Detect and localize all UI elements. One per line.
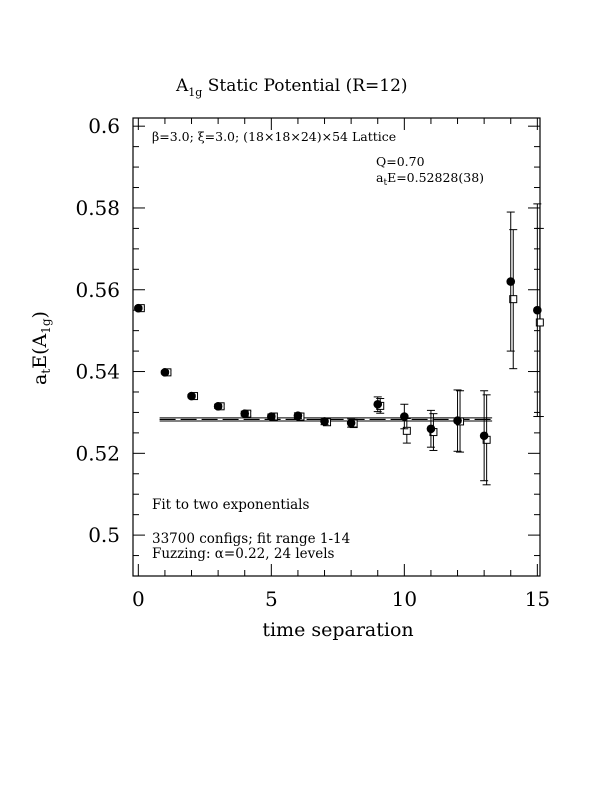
lattice-annotation: β=3.0; ξ=3.0; (18×18×24)×54 Lattice xyxy=(152,129,396,144)
y-tick-label: 0.6 xyxy=(88,114,120,138)
data-point-circle xyxy=(293,411,303,421)
data-point-circle xyxy=(453,416,462,425)
data-point-circle xyxy=(426,424,436,434)
y-axis-label: atE(A1g) xyxy=(29,311,53,385)
data-point-circle xyxy=(479,431,489,441)
data-point-circle xyxy=(240,409,250,418)
data-point-circle xyxy=(320,417,329,426)
x-tick-label: 0 xyxy=(132,587,145,611)
data-point-square xyxy=(535,318,544,327)
data-point-circle xyxy=(346,418,356,428)
q-value-annotation: Q=0.70 xyxy=(376,154,425,169)
x-tick-label: 5 xyxy=(265,587,278,611)
x-axis-label: time separation xyxy=(262,619,413,641)
series-open-squares xyxy=(136,227,544,486)
data-point-circle xyxy=(506,277,516,286)
data-point-circle xyxy=(160,368,170,377)
y-tick-label: 0.54 xyxy=(75,360,120,384)
energy-annotation: atE=0.52828(38) xyxy=(376,170,484,188)
data-point-circle xyxy=(187,391,196,401)
y-tick-label: 0.5 xyxy=(88,523,120,547)
series-filled-circles xyxy=(134,203,542,482)
configs-annotation: 33700 configs; fit range 1-14 xyxy=(152,531,350,547)
data-point-circle xyxy=(267,412,276,421)
chart-title: A1g Static Potential (R=12) xyxy=(175,76,408,99)
data-point-circle xyxy=(533,305,542,315)
data-point-circle xyxy=(400,412,409,421)
x-tick-label: 10 xyxy=(392,587,417,611)
x-tick-labels: 0 5 10 15 xyxy=(132,587,550,611)
data-point-square xyxy=(509,295,518,304)
data-point-circle xyxy=(213,401,223,411)
y-tick-label: 0.52 xyxy=(75,441,120,465)
y-tick-labels: 0.5 0.52 0.54 0.56 0.58 0.6 xyxy=(75,114,120,547)
y-tick-label: 0.56 xyxy=(75,278,120,302)
data-point-circle xyxy=(373,399,383,409)
data-point-square xyxy=(402,426,411,435)
fit-type-annotation: Fit to two exponentials xyxy=(152,497,310,513)
x-tick-label: 15 xyxy=(525,587,550,611)
fuzzing-annotation: Fuzzing: α=0.22, 24 levels xyxy=(152,546,335,562)
y-tick-label: 0.58 xyxy=(75,196,120,220)
data-point-circle xyxy=(134,303,143,313)
